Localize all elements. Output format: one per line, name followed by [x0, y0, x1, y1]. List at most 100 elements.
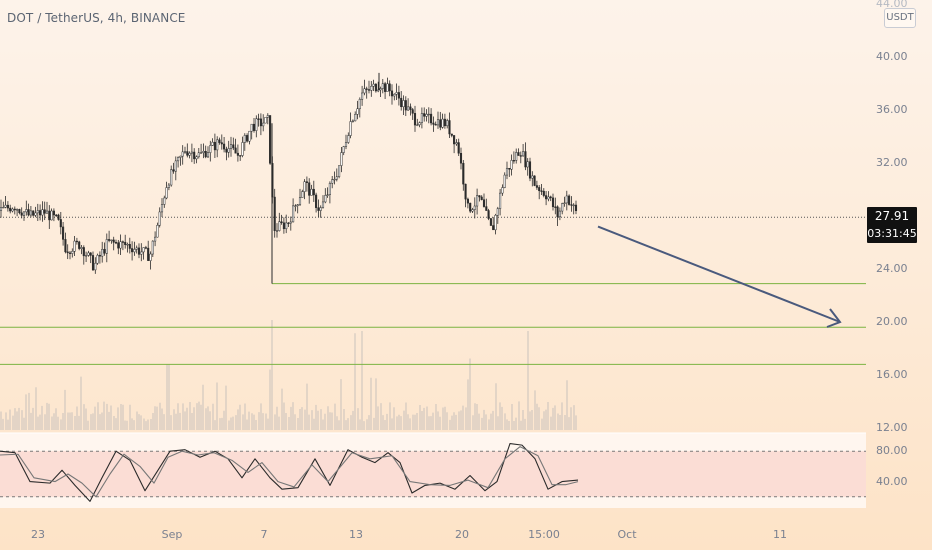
- candle-body: [103, 248, 106, 254]
- candle-body: [478, 195, 481, 198]
- candle-body: [36, 210, 39, 214]
- candle-body: [135, 247, 138, 250]
- candle-body: [526, 161, 529, 168]
- candle-body: [462, 162, 465, 185]
- candle-body: [275, 230, 279, 232]
- candle-body: [522, 151, 525, 157]
- candle-body: [349, 121, 352, 136]
- price-axis-label: 20.00: [876, 315, 908, 328]
- candle-body: [101, 248, 104, 257]
- price-axis-label: 12.00: [876, 421, 908, 434]
- candle-body: [374, 83, 377, 92]
- candle-body: [319, 207, 322, 211]
- candle-body: [117, 242, 120, 249]
- stoch-axis-label: 40.00: [876, 474, 908, 488]
- candle-body: [361, 92, 364, 100]
- candle-body: [34, 212, 37, 216]
- candle-body: [519, 155, 522, 157]
- trend-arrow-head: [826, 308, 842, 328]
- candle-body: [505, 167, 509, 176]
- candle-body: [2, 206, 5, 209]
- candle-body: [425, 113, 428, 117]
- currency-badge[interactable]: USDT: [884, 8, 916, 28]
- candle-body: [436, 119, 440, 126]
- candle-body: [524, 151, 527, 168]
- candle-body: [554, 206, 557, 208]
- candle-body: [450, 133, 453, 136]
- candle-body: [351, 120, 354, 122]
- candle-body: [443, 118, 446, 127]
- candle-body: [430, 113, 433, 124]
- candle-body: [202, 151, 205, 153]
- candle-body: [434, 124, 437, 126]
- candle-body: [151, 240, 154, 255]
- candle-body: [411, 109, 414, 114]
- candle-body: [354, 114, 357, 122]
- candle-body: [66, 251, 69, 254]
- candle-body: [188, 152, 191, 156]
- candle-body: [195, 156, 198, 160]
- candle-body: [0, 207, 3, 211]
- candle-body: [55, 214, 58, 217]
- candle-body: [377, 89, 380, 92]
- candle-body: [510, 160, 513, 170]
- candle-body: [453, 135, 456, 145]
- candle-body: [441, 118, 444, 128]
- candle-body: [370, 85, 373, 91]
- stoch-axis-label: 80.00: [876, 444, 908, 458]
- price-axis-label: 44.00: [876, 0, 908, 10]
- candle-body: [574, 204, 578, 212]
- candle-body: [243, 135, 246, 143]
- candle-body: [144, 247, 147, 249]
- candle-body: [549, 196, 552, 199]
- candle-body: [126, 244, 129, 246]
- candle-body: [229, 144, 233, 149]
- candle-body: [248, 130, 251, 142]
- candle-body: [41, 209, 44, 216]
- candle-body: [98, 254, 101, 257]
- candle-body: [294, 205, 297, 207]
- candle-body: [43, 209, 46, 214]
- time-axis-label: 11: [773, 528, 787, 541]
- candle-body: [147, 247, 150, 261]
- candle-body: [186, 151, 189, 156]
- candle-body: [540, 190, 543, 192]
- candle-body: [413, 113, 417, 126]
- candle-body: [503, 174, 506, 188]
- candle-body: [190, 151, 193, 154]
- candle-body: [416, 124, 419, 126]
- candle-body: [133, 249, 136, 253]
- candle-body: [457, 142, 460, 154]
- candle-body: [39, 210, 42, 216]
- candle-body: [269, 115, 272, 164]
- candle-body: [264, 117, 267, 124]
- candle-body: [418, 122, 421, 126]
- candle-body: [432, 122, 435, 125]
- bar-countdown: 03:31:45: [867, 227, 917, 240]
- candle-body: [356, 108, 359, 115]
- time-axis-label: 23: [31, 528, 45, 541]
- candle-body: [301, 191, 304, 198]
- candle-body: [287, 222, 290, 224]
- candle-body: [4, 204, 7, 208]
- candle-body: [91, 255, 95, 271]
- candle-body: [317, 207, 320, 211]
- candle-body: [200, 152, 203, 154]
- candle-body: [344, 142, 348, 147]
- candle-body: [59, 219, 62, 228]
- last-price-value: 27.91: [874, 209, 910, 223]
- candle-body: [167, 184, 170, 188]
- candle-body: [515, 152, 518, 161]
- candle-body: [64, 239, 67, 253]
- candle-body: [547, 196, 550, 200]
- candle-body: [535, 185, 538, 188]
- candle-body: [32, 210, 35, 216]
- candle-body: [342, 146, 345, 153]
- candle-body: [278, 221, 281, 231]
- price-axis-label: 36.00: [876, 103, 908, 116]
- candle-body: [528, 161, 532, 179]
- candle-body: [381, 83, 384, 89]
- candle-body: [197, 152, 200, 158]
